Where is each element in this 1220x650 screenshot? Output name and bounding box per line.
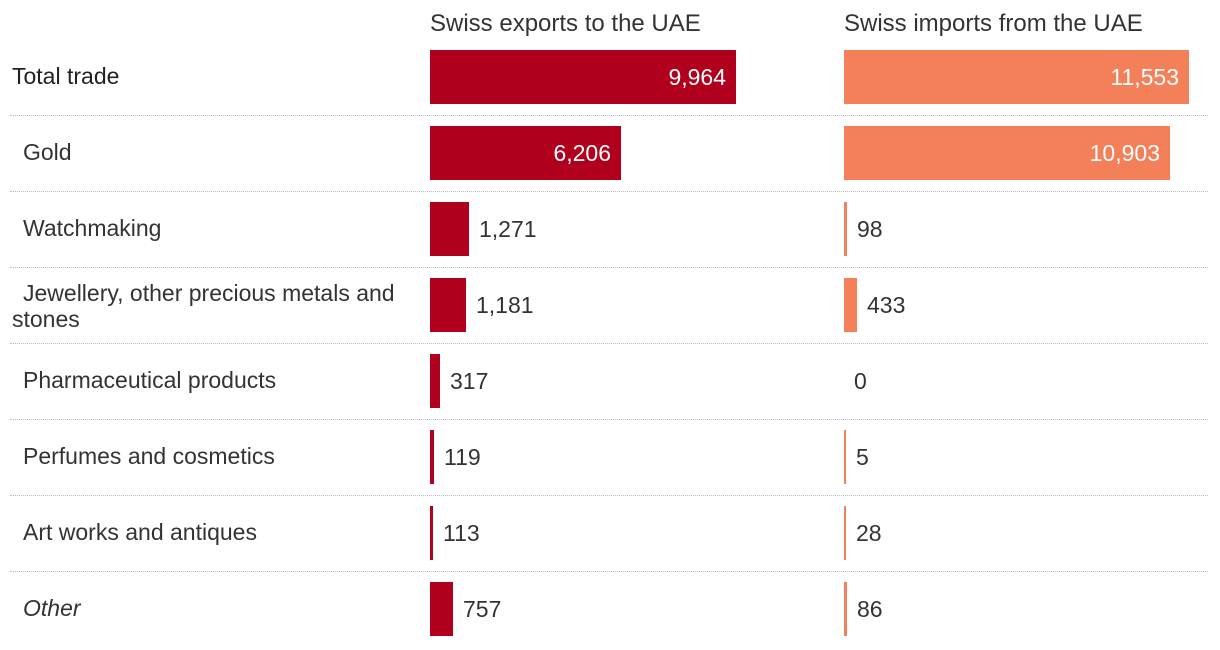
row-separator	[10, 495, 1208, 496]
exports-bar	[430, 50, 736, 104]
row-separator	[10, 571, 1208, 572]
exports-bar	[430, 126, 621, 180]
exports-value-label: 113	[443, 520, 480, 546]
exports-bar	[430, 430, 434, 484]
exports-bar	[430, 278, 466, 332]
imports-bar	[844, 582, 847, 636]
imports-value-label: 0	[854, 368, 867, 394]
exports-bar	[430, 202, 469, 256]
category-label: Jewellery, other precious metals and sto…	[12, 280, 395, 332]
row-separator	[10, 267, 1208, 268]
exports-bar	[430, 354, 440, 408]
row-separator	[10, 343, 1208, 344]
row-separator	[10, 115, 1208, 116]
exports-value-label: 6,206	[553, 140, 611, 166]
imports-value-label: 10,903	[1089, 140, 1160, 166]
exports-value-label: 9,964	[668, 64, 726, 90]
imports-value-label: 5	[856, 444, 869, 470]
category-label: Pharmaceutical products	[23, 367, 277, 393]
imports-bar	[844, 430, 846, 484]
row-separator	[10, 419, 1208, 420]
imports-column-header: Swiss imports from the UAE	[844, 10, 1143, 37]
exports-value-label: 1,271	[479, 216, 537, 242]
category-label: Perfumes and cosmetics	[23, 443, 275, 469]
imports-value-label: 433	[867, 292, 906, 318]
exports-value-label: 757	[463, 596, 502, 622]
category-label: Other	[23, 595, 81, 621]
imports-value-label: 98	[857, 216, 883, 242]
category-label: Art works and antiques	[23, 519, 257, 545]
imports-bar	[844, 506, 846, 560]
imports-value-label: 28	[856, 520, 882, 546]
imports-bar	[844, 126, 1170, 180]
imports-value-label: 86	[857, 596, 883, 622]
category-label: Gold	[23, 139, 72, 165]
exports-value-label: 119	[444, 444, 481, 470]
exports-value-label: 317	[450, 368, 489, 394]
imports-bar	[844, 50, 1189, 104]
exports-column-header: Swiss exports to the UAE	[430, 10, 701, 37]
imports-bar	[844, 202, 847, 256]
exports-value-label: 1,181	[476, 292, 534, 318]
row-separator	[10, 191, 1208, 192]
category-label: Watchmaking	[23, 215, 162, 241]
imports-value-label: 11,553	[1110, 64, 1179, 90]
category-label: Total trade	[12, 63, 120, 89]
imports-bar	[844, 278, 857, 332]
exports-bar	[430, 582, 453, 636]
exports-bar	[430, 506, 433, 560]
